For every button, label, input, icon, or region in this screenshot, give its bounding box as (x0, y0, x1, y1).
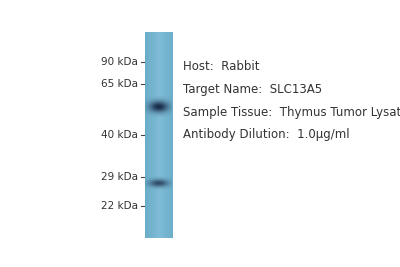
Text: Antibody Dilution:  1.0µg/ml: Antibody Dilution: 1.0µg/ml (183, 128, 350, 141)
Text: 90 kDa: 90 kDa (102, 57, 138, 67)
Text: Target Name:  SLC13A5: Target Name: SLC13A5 (183, 83, 322, 96)
Text: 22 kDa: 22 kDa (101, 201, 138, 211)
Text: 29 kDa: 29 kDa (101, 172, 138, 182)
Text: Host:  Rabbit: Host: Rabbit (183, 61, 260, 73)
Text: Sample Tissue:  Thymus Tumor Lysate: Sample Tissue: Thymus Tumor Lysate (183, 106, 400, 119)
Text: 65 kDa: 65 kDa (101, 80, 138, 89)
Text: 40 kDa: 40 kDa (102, 130, 138, 140)
